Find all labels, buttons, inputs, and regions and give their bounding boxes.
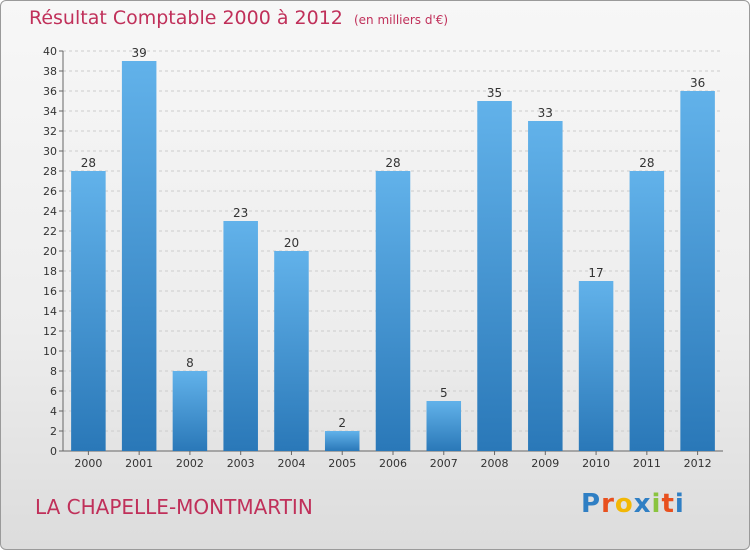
x-tick-label: 2003 [227,457,255,470]
y-tick-label: 22 [43,225,57,238]
x-tick-label: 2004 [277,457,305,470]
x-tick-label: 2012 [684,457,712,470]
y-tick-label: 30 [43,145,57,158]
bar [223,221,258,451]
bar [172,371,208,451]
bars [71,61,715,451]
logo-letter: x [633,489,652,519]
y-tick-label: 40 [43,45,57,58]
y-tick-label: 0 [50,445,57,458]
commune-name: LA CHAPELLE-MONTMARTIN [35,495,313,519]
y-tick-label: 8 [50,365,57,378]
logo-letter: r [601,489,615,519]
y-tick-label: 20 [43,245,57,258]
bar [528,121,563,451]
data-label: 17 [588,266,603,280]
bar [629,171,665,451]
chart-title: Résultat Comptable 2000 à 2012 [29,7,343,29]
x-tick-label: 2005 [328,457,356,470]
bar [477,101,512,451]
bar [121,61,157,451]
bar [426,401,462,451]
y-tick-label: 2 [50,425,57,438]
logo-letter: i [674,489,685,519]
data-label: 28 [81,156,96,170]
data-label: 5 [440,386,448,400]
chart-title-block: Résultat Comptable 2000 à 2012 (en milli… [29,7,448,29]
bar [274,251,309,451]
y-tick-label: 10 [43,345,57,358]
data-label: 28 [385,156,400,170]
data-label: 33 [538,106,553,120]
data-label: 39 [132,46,147,60]
y-tick-label: 16 [43,285,57,298]
x-tick-label: 2008 [481,457,509,470]
x-tick-label: 2001 [125,457,153,470]
x-tick-label: 2011 [633,457,661,470]
data-label: 8 [186,356,194,370]
y-tick-label: 34 [43,105,57,118]
logo-letter: i [651,489,662,519]
data-label: 2 [338,416,346,430]
data-label: 20 [284,236,299,250]
y-tick-label: 38 [43,65,57,78]
logo-letter: o [614,489,634,519]
y-tick-label: 14 [43,305,57,318]
data-labels: 28 39 8 23 20 2 28 5 35 33 17 28 36 [81,46,706,430]
bar [375,171,411,451]
logo-letter: t [661,489,675,519]
y-tick-label: 4 [50,405,57,418]
data-label: 35 [487,86,502,100]
proxiti-logo: Proxiti [581,489,685,519]
y-tick-label: 32 [43,125,57,138]
data-label: 36 [690,76,705,90]
y-tick-label: 6 [50,385,57,398]
y-tick-label: 36 [43,85,57,98]
y-tick-label: 24 [43,205,57,218]
bar [680,91,715,451]
data-label: 28 [639,156,654,170]
bar [578,281,614,451]
y-tick-label: 28 [43,165,57,178]
x-tick-label: 2010 [582,457,610,470]
bar [324,431,360,451]
chart-subtitle: (en milliers d'€) [353,13,449,27]
x-tick-label: 2009 [531,457,559,470]
x-tick-label: 2007 [430,457,458,470]
bar [71,171,106,451]
logo-letter: P [581,489,602,519]
y-tick-label: 12 [43,325,57,338]
x-tick-label: 2006 [379,457,407,470]
y-tick-label: 18 [43,265,57,278]
data-label: 23 [233,206,248,220]
x-tick-label: 2002 [176,457,204,470]
x-tick-label: 2000 [74,457,102,470]
y-tick-label: 26 [43,185,57,198]
